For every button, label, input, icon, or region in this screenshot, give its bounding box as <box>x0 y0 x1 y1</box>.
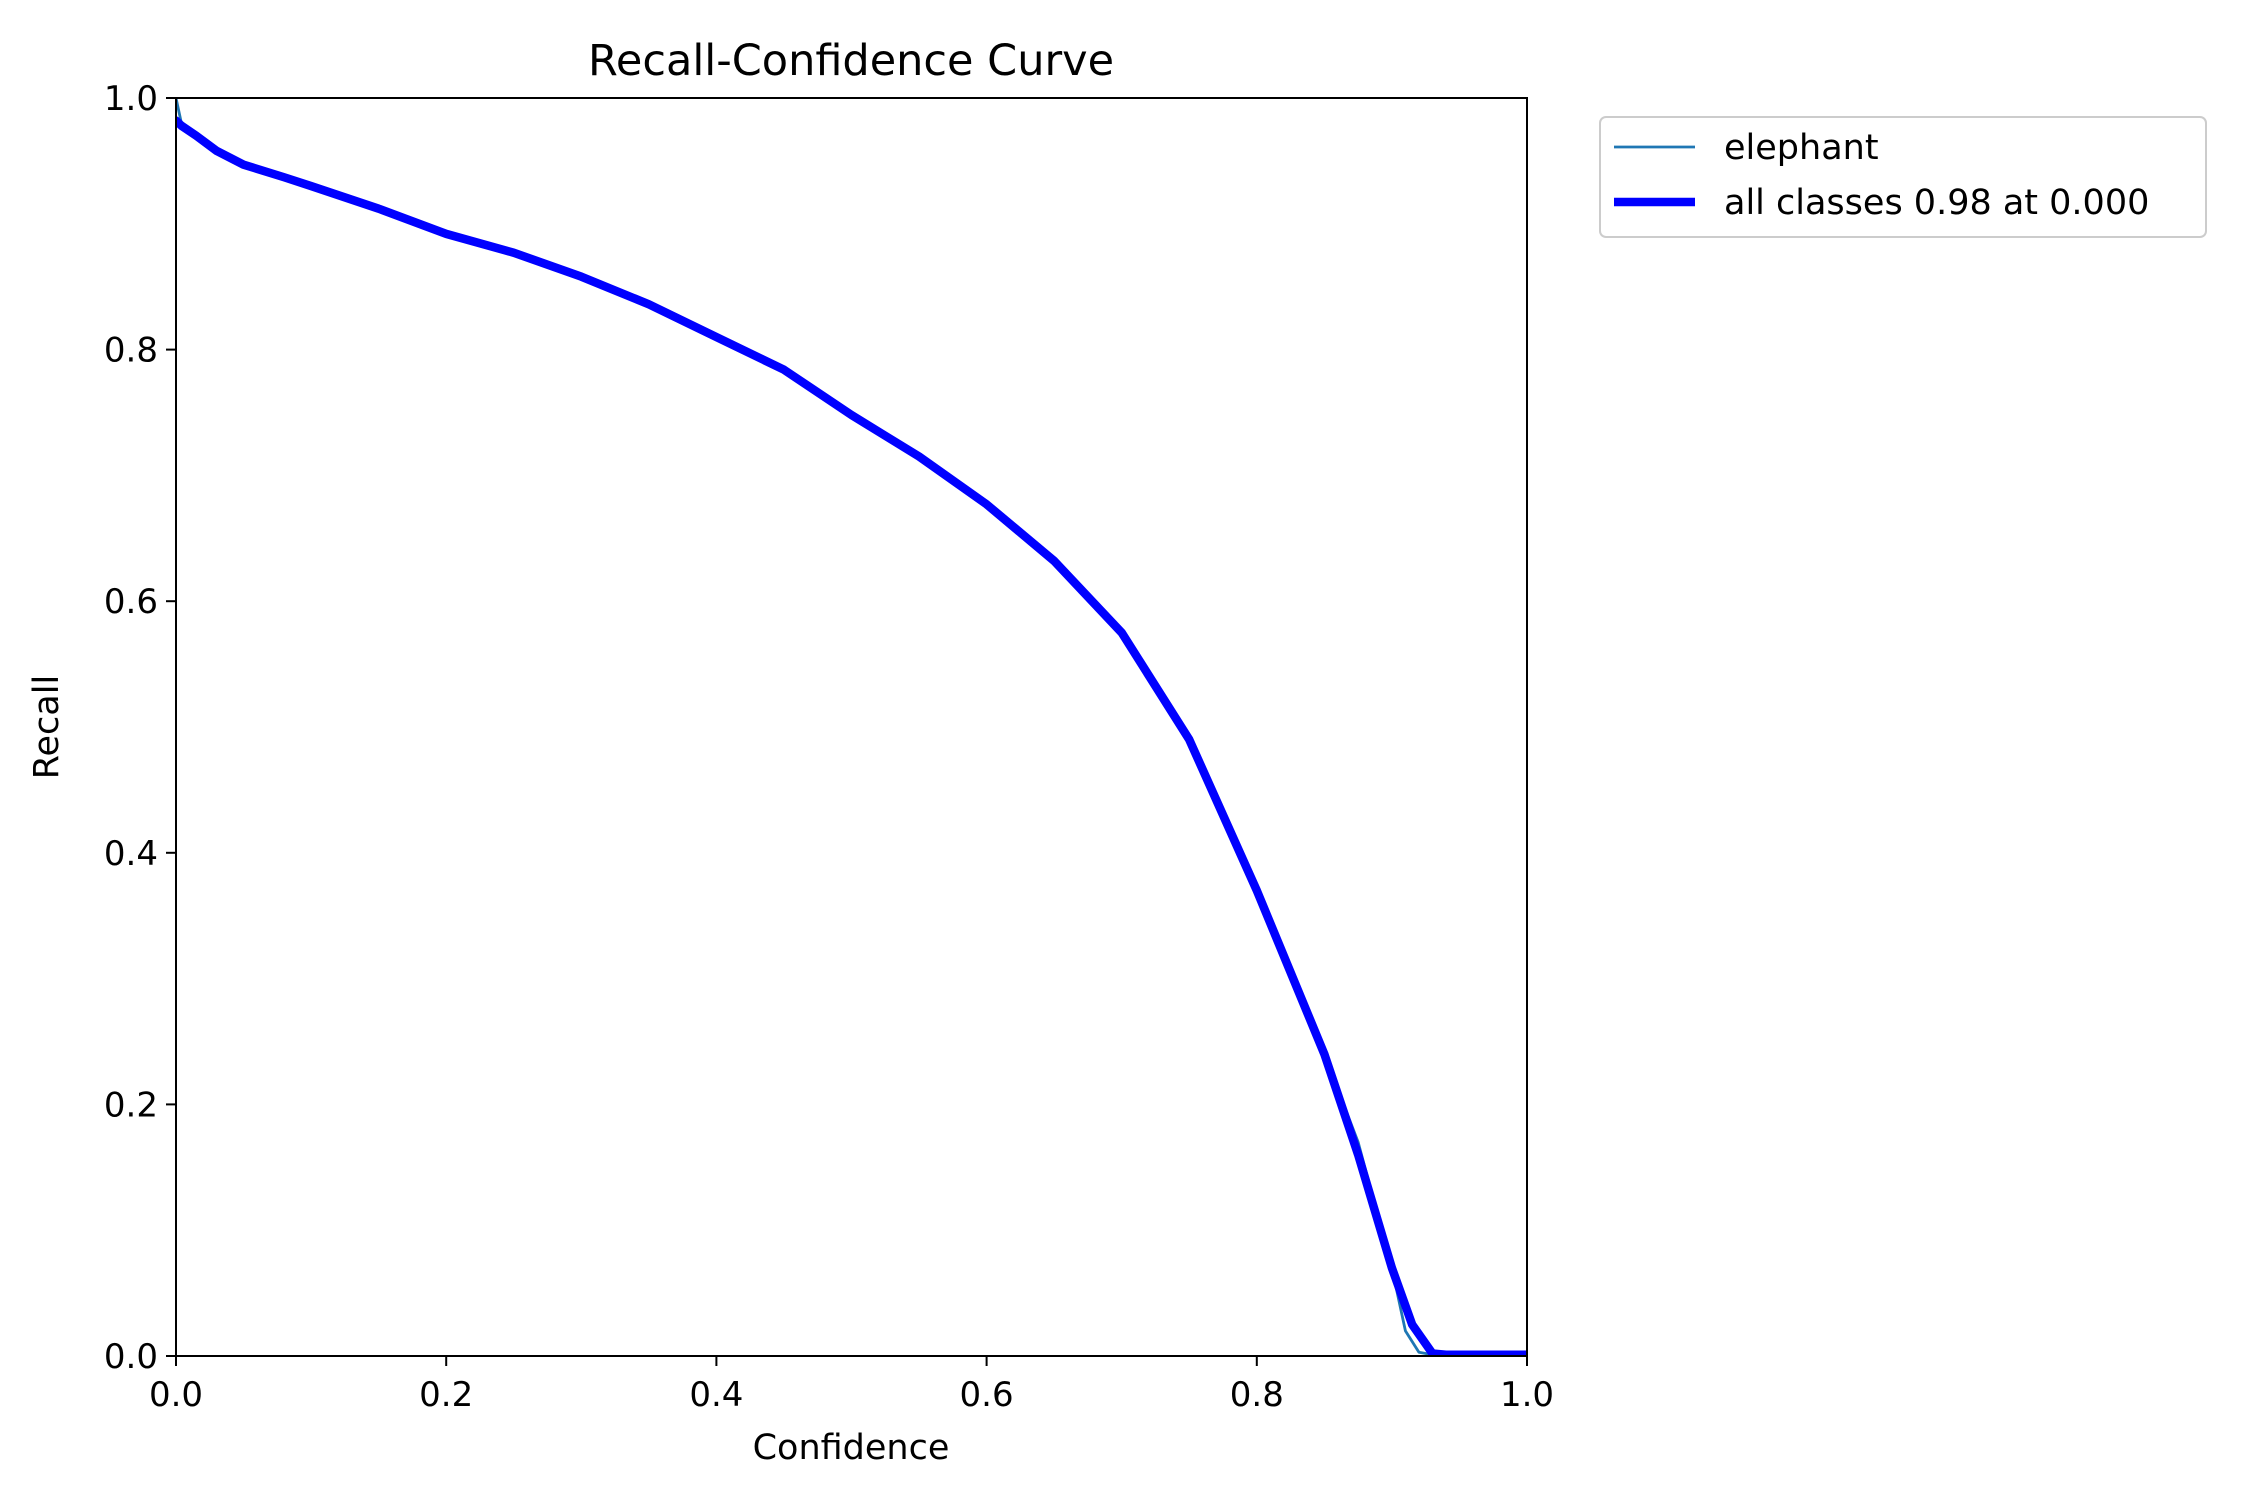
series-line-elephant <box>176 98 1527 1356</box>
x-tick-label: 0.2 <box>419 1375 473 1415</box>
x-tick-label: 1.0 <box>1500 1375 1554 1415</box>
x-tick-label: 0.0 <box>149 1375 203 1415</box>
legend-label-elephant: elephant <box>1724 128 1879 168</box>
y-tick-label: 0.2 <box>104 1085 158 1125</box>
x-tick-label: 0.4 <box>689 1375 743 1415</box>
plot-frame <box>175 97 1528 1357</box>
chart-title: Recall-Confidence Curve <box>588 36 1114 86</box>
series-layer <box>176 98 1527 1356</box>
legend: elephant all classes 0.98 at 0.000 <box>1599 116 2207 238</box>
x-tick-label: 0.8 <box>1230 1375 1284 1415</box>
legend-label-all-classes: all classes 0.98 at 0.000 <box>1724 183 2149 223</box>
legend-box <box>1599 116 2207 238</box>
y-tick-label: 0.8 <box>104 331 158 371</box>
y-axis-label: Recall <box>27 675 67 779</box>
y-tick-label: 0.6 <box>104 582 158 622</box>
x-tick-label: 0.6 <box>960 1375 1014 1415</box>
axis-ticks: 0.0 0.2 0.4 0.6 0.8 1.0 0.0 0.2 0.4 0.6 0.8 1.0 <box>104 79 1554 1415</box>
y-tick-label: 0.4 <box>104 834 158 874</box>
x-axis-label: Confidence <box>753 1428 950 1468</box>
y-tick-label: 0.0 <box>104 1337 158 1377</box>
y-tick-label: 1.0 <box>104 79 158 119</box>
series-line-all-classes <box>176 116 1527 1356</box>
